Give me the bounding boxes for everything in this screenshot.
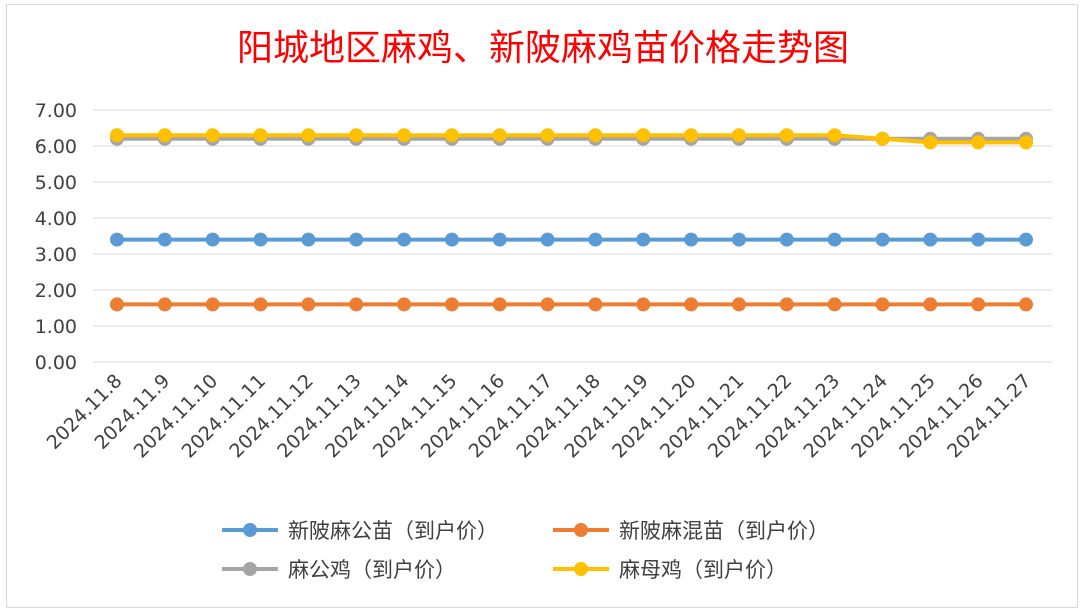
data-point: [301, 297, 316, 312]
data-point: [731, 297, 746, 312]
data-point: [492, 297, 507, 312]
y-tick-label: 3.00: [35, 244, 77, 266]
legend-marker: [574, 523, 588, 537]
data-point: [540, 297, 555, 312]
data-point: [684, 297, 699, 312]
data-point: [1019, 232, 1033, 247]
data-point: [636, 297, 651, 312]
data-point: [157, 128, 172, 143]
data-point: [157, 232, 172, 247]
data-point: [588, 128, 603, 143]
data-point: [349, 232, 364, 247]
data-point: [636, 128, 651, 143]
legend-marker: [243, 523, 257, 537]
legend-item: 新陂麻公苗（到户价）: [222, 519, 498, 543]
data-point: [875, 232, 890, 247]
data-point: [301, 128, 316, 143]
data-point: [540, 128, 555, 143]
data-point: [397, 297, 412, 312]
y-tick-label: 1.00: [35, 316, 77, 338]
data-point: [923, 135, 938, 150]
data-point: [731, 128, 746, 143]
data-point: [875, 297, 890, 312]
data-point: [205, 297, 220, 312]
data-point: [684, 128, 699, 143]
data-point: [827, 128, 842, 143]
legend: 新陂麻公苗（到户价） 新陂麻混苗（到户价） 麻公鸡（到户价） 麻母鸡（到户价）: [222, 519, 829, 582]
y-tick-label: 7.00: [35, 100, 77, 122]
data-point: [205, 232, 220, 247]
legend-label: 新陂麻混苗（到户价）: [619, 519, 829, 543]
data-point: [349, 297, 364, 312]
data-point: [827, 232, 842, 247]
x-axis-ticks: 2024.11.82024.11.92024.11.102024.11.1120…: [43, 370, 1036, 462]
data-point: [684, 232, 699, 247]
data-point: [110, 297, 124, 312]
data-point: [444, 297, 459, 312]
legend-item: 麻公鸡（到户价）: [222, 558, 456, 582]
data-point: [253, 128, 268, 143]
data-point: [923, 232, 938, 247]
y-axis-ticks: 0.00 1.00 2.00 3.00 4.00 5.00 6.00 7.00: [35, 100, 77, 374]
data-point: [253, 232, 268, 247]
y-tick-label: 0.00: [35, 352, 77, 374]
data-point: [540, 232, 555, 247]
series-lines: [110, 128, 1033, 312]
data-point: [301, 232, 316, 247]
y-tick-label: 2.00: [35, 280, 77, 302]
data-point: [205, 128, 220, 143]
data-point: [827, 297, 842, 312]
data-point: [492, 128, 507, 143]
series-0: [110, 232, 1033, 247]
y-tick-label: 6.00: [35, 136, 77, 158]
legend-label: 新陂麻公苗（到户价）: [288, 519, 498, 543]
legend-item: 麻母鸡（到户价）: [553, 558, 787, 582]
legend-label: 麻母鸡（到户价）: [619, 558, 787, 582]
data-point: [349, 128, 364, 143]
data-point: [110, 128, 124, 143]
data-point: [588, 297, 603, 312]
data-point: [875, 131, 890, 146]
series-line: [117, 133, 1026, 145]
data-point: [779, 232, 794, 247]
data-point: [971, 232, 986, 247]
legend-item: 新陂麻混苗（到户价）: [553, 519, 829, 543]
legend-label: 麻公鸡（到户价）: [288, 558, 456, 582]
data-point: [588, 232, 603, 247]
data-point: [157, 297, 172, 312]
data-point: [779, 297, 794, 312]
data-point: [397, 128, 412, 143]
data-point: [923, 297, 938, 312]
series-3: [110, 128, 1033, 150]
y-tick-label: 5.00: [35, 172, 77, 194]
data-point: [492, 232, 507, 247]
data-point: [1019, 135, 1033, 150]
series-1: [110, 297, 1033, 312]
data-point: [779, 128, 794, 143]
legend-marker: [574, 562, 588, 576]
y-tick-label: 4.00: [35, 208, 77, 230]
data-point: [253, 297, 268, 312]
gridlines: [93, 109, 1052, 363]
data-point: [444, 128, 459, 143]
chart-title: 阳城地区麻鸡、新陂麻鸡苗价格走势图: [237, 28, 849, 69]
data-point: [971, 135, 986, 150]
data-point: [1019, 297, 1033, 312]
data-point: [397, 232, 412, 247]
data-point: [971, 297, 986, 312]
data-point: [110, 232, 124, 247]
data-point: [636, 232, 651, 247]
legend-marker: [243, 562, 257, 576]
data-point: [731, 232, 746, 247]
data-point: [444, 232, 459, 247]
